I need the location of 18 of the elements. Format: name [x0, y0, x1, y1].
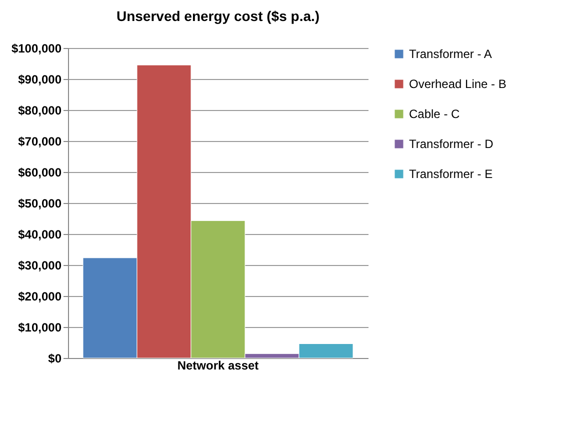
legend-label: Overhead Line - B [409, 77, 506, 91]
y-tick-label: $40,000 [18, 228, 62, 242]
y-tick-label: $50,000 [18, 196, 62, 210]
legend-label: Transformer - E [409, 167, 493, 181]
y-tick-label: $60,000 [18, 166, 62, 180]
y-tick-label: $70,000 [18, 134, 62, 148]
y-tick-label: $10,000 [18, 320, 62, 334]
chart-title: Unserved energy cost ($s p.a.) [116, 8, 320, 24]
y-tick-label: $100,000 [11, 42, 62, 56]
x-tick-label: Network asset [177, 358, 259, 372]
y-tick-label: $30,000 [18, 258, 62, 272]
y-tick-label: $20,000 [18, 290, 62, 304]
legend-label: Transformer - D [409, 137, 494, 151]
legend-label: Transformer - A [409, 47, 492, 61]
y-tick-label: $0 [48, 352, 62, 366]
y-tick-label: $80,000 [18, 104, 62, 118]
y-tick-label: $90,000 [18, 72, 62, 86]
legend-label: Cable - C [409, 107, 460, 121]
